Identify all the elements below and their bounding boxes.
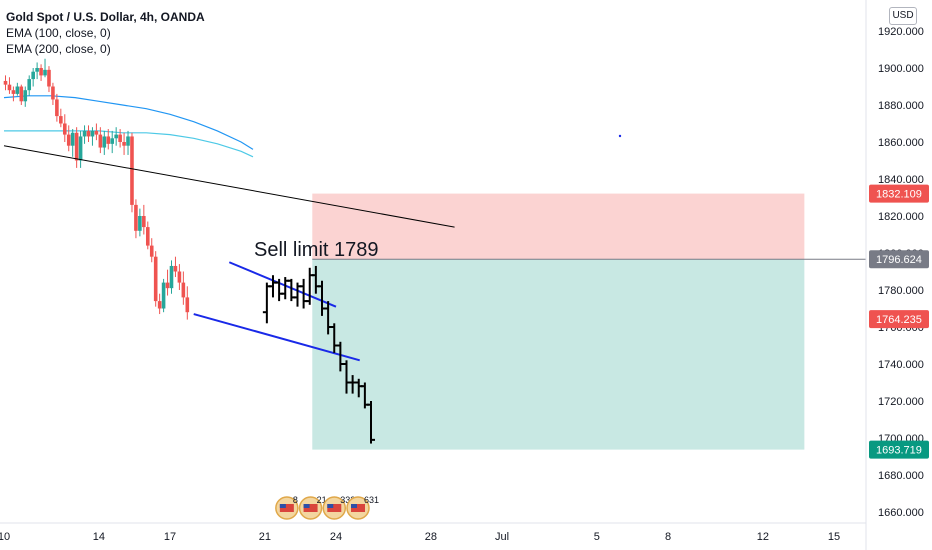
candle[interactable] xyxy=(142,216,146,227)
price-tick-label: 1740.000 xyxy=(878,359,924,371)
event-count: 631 xyxy=(364,495,379,505)
time-tick-label: Jul xyxy=(495,531,509,543)
candle[interactable] xyxy=(4,81,8,85)
chart-legend: Gold Spot / U.S. Dollar, 4h, OANDA EMA (… xyxy=(6,9,205,57)
price-tick-label: 1720.000 xyxy=(878,396,924,408)
price-tag[interactable]: 1764.235 xyxy=(869,310,929,328)
us-flag-canton xyxy=(351,504,357,508)
candle[interactable] xyxy=(95,131,99,135)
price-tick-label: 1860.000 xyxy=(878,137,924,149)
sell-limit-annotation[interactable]: Sell limit 1789 xyxy=(254,239,379,261)
candle[interactable] xyxy=(71,133,75,146)
candle[interactable] xyxy=(47,70,51,87)
price-tick-label: 1820.000 xyxy=(878,211,924,223)
candle[interactable] xyxy=(154,257,158,301)
price-tick-label: 1780.000 xyxy=(878,285,924,297)
price-tick-label: 1900.000 xyxy=(878,63,924,75)
price-tick-label: 1680.000 xyxy=(878,470,924,482)
price-tag[interactable]: 1796.624 xyxy=(869,250,929,268)
candle[interactable] xyxy=(55,99,59,116)
candle[interactable] xyxy=(138,216,142,231)
time-tick-label: 21 xyxy=(259,531,271,543)
price-tag[interactable]: 1693.719 xyxy=(869,441,929,459)
candle[interactable] xyxy=(59,116,63,123)
candle[interactable] xyxy=(83,131,87,137)
candle[interactable] xyxy=(67,135,71,146)
candle[interactable] xyxy=(31,72,35,79)
candle[interactable] xyxy=(118,135,122,142)
candle[interactable] xyxy=(39,68,43,75)
candle[interactable] xyxy=(158,301,162,308)
price-tick-label: 1880.000 xyxy=(878,100,924,112)
candle[interactable] xyxy=(122,142,126,146)
candle[interactable] xyxy=(110,138,114,144)
stop-loss-zone[interactable] xyxy=(312,194,804,260)
time-tick-label: 15 xyxy=(828,531,840,543)
legend-ema100[interactable]: EMA (100, close, 0) xyxy=(6,25,205,41)
candle[interactable] xyxy=(146,227,150,246)
candle[interactable] xyxy=(51,87,55,100)
candle[interactable] xyxy=(114,135,118,139)
time-tick-label: 8 xyxy=(665,531,671,543)
candle[interactable] xyxy=(99,135,103,148)
time-tick-label: 14 xyxy=(93,531,105,543)
candle[interactable] xyxy=(103,136,107,147)
price-tag[interactable]: 1832.109 xyxy=(869,185,929,203)
event-count: 8 xyxy=(293,495,298,505)
candle[interactable] xyxy=(166,283,170,289)
candle[interactable] xyxy=(162,283,166,309)
candle[interactable] xyxy=(87,131,91,137)
time-tick-label: 24 xyxy=(330,531,342,543)
candle[interactable] xyxy=(12,90,16,94)
candle[interactable] xyxy=(178,272,182,283)
legend-ema200[interactable]: EMA (200, close, 0) xyxy=(6,41,205,57)
candle[interactable] xyxy=(106,136,110,143)
time-tick-label: 10 xyxy=(0,531,10,543)
price-tag-label: 1796.624 xyxy=(876,254,922,266)
time-tick-label: 17 xyxy=(164,531,176,543)
price-tick-label: 1920.000 xyxy=(878,26,924,38)
candle[interactable] xyxy=(23,90,27,101)
us-flag-canton xyxy=(304,504,310,508)
price-tick-label: 1840.000 xyxy=(878,174,924,186)
price-tag-label: 1832.109 xyxy=(876,189,922,201)
legend-symbol[interactable]: Gold Spot / U.S. Dollar, 4h, OANDA xyxy=(6,9,205,25)
candle[interactable] xyxy=(130,136,134,204)
candle[interactable] xyxy=(186,297,190,312)
candle[interactable] xyxy=(91,131,95,137)
take-profit-zone[interactable] xyxy=(312,259,804,449)
candle[interactable] xyxy=(75,133,79,161)
marker-dot xyxy=(619,135,621,137)
candle[interactable] xyxy=(8,85,12,91)
time-tick-label: 5 xyxy=(594,531,600,543)
candle[interactable] xyxy=(126,136,130,145)
candle[interactable] xyxy=(182,283,186,298)
candle[interactable] xyxy=(79,136,83,160)
price-tag-label: 1693.719 xyxy=(876,445,922,457)
us-flag-canton xyxy=(327,504,333,508)
candle[interactable] xyxy=(150,246,154,257)
price-tick-label: 1660.000 xyxy=(878,507,924,519)
candle[interactable] xyxy=(134,205,138,231)
currency-button[interactable]: USD xyxy=(889,7,917,25)
time-tick-label: 28 xyxy=(425,531,437,543)
candle[interactable] xyxy=(43,70,47,76)
us-flag-canton xyxy=(280,504,286,508)
candle[interactable] xyxy=(16,87,20,94)
candle[interactable] xyxy=(174,266,178,272)
candle[interactable] xyxy=(20,87,24,102)
price-tag-label: 1764.235 xyxy=(876,314,922,326)
candle[interactable] xyxy=(35,68,39,72)
candle[interactable] xyxy=(27,79,31,90)
candle[interactable] xyxy=(63,124,67,135)
time-tick-label: 12 xyxy=(757,531,769,543)
candle[interactable] xyxy=(170,266,174,288)
